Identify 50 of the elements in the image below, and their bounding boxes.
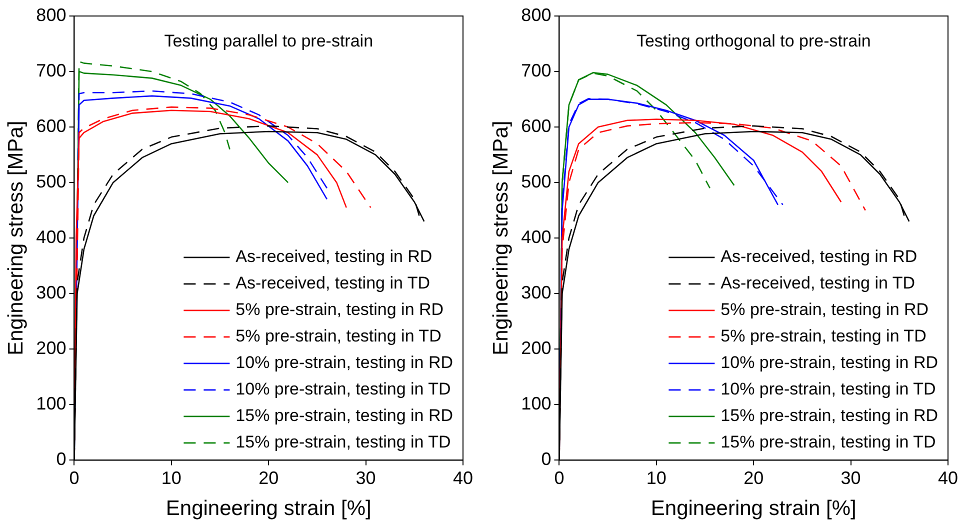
y-axis-title: Engineering stress [MPa] (4, 120, 28, 356)
x-tick-label: 30 (840, 468, 861, 488)
text: Testing parallel to pre-strain (164, 32, 374, 51)
legend-label: 15% pre-strain, testing in TD (236, 432, 451, 452)
y-tick-label: 600 (521, 116, 552, 136)
legend-label: 10% pre-strain, testing in TD (236, 380, 451, 399)
x-tick-label: 10 (161, 468, 182, 488)
x-axis-title: Engineering strain [%] (166, 497, 372, 520)
y-tick-label: 100 (521, 394, 552, 414)
x-tick-label: 40 (938, 468, 958, 488)
y-tick-label: 100 (36, 394, 66, 414)
x-tick-label: 40 (452, 468, 474, 488)
legend-label: 10% pre-strain, testing in RD (720, 353, 938, 372)
legend-label: 5% pre-strain, testing in TD (720, 326, 926, 346)
y-tick-label: 400 (36, 227, 66, 248)
y-tick-label: 400 (521, 227, 552, 248)
x-tick-label: 10 (646, 468, 666, 488)
legend-label: 15% pre-strain, testing in TD (720, 432, 936, 452)
y-tick-label: 200 (36, 338, 66, 358)
legend-label: 10% pre-strain, testing in TD (720, 380, 936, 399)
legend-label: 10% pre-strain, testing in RD (236, 353, 454, 372)
legend-label: 5% pre-strain, testing in RD (720, 300, 929, 320)
y-tick-label: 800 (36, 4, 66, 25)
y-tick-label: 500 (521, 172, 552, 192)
legend-label: 5% pre-strain, testing in TD (236, 326, 442, 346)
y-tick-label: 700 (36, 60, 66, 80)
y-tick-label: 200 (521, 338, 552, 358)
x-axis-title: Engineering strain [%] (650, 497, 856, 520)
y-tick-label: 800 (521, 4, 552, 25)
y-tick-label: 0 (541, 449, 552, 470)
legend-label: 15% pre-strain, testing in RD (236, 406, 454, 426)
x-tick-label: 20 (258, 468, 279, 488)
y-tick-label: 600 (36, 116, 66, 136)
legend-label: As-received, testing in RD (236, 247, 432, 266)
y-axis-title: Engineering stress [MPa] (489, 120, 512, 356)
y-tick-label: 300 (36, 282, 66, 303)
legend-label: As-received, testing in TD (236, 274, 430, 293)
legend-label: As-received, testing in RD (720, 247, 918, 266)
x-tick-label: 0 (69, 468, 80, 488)
x-tick-label: 30 (356, 468, 376, 488)
y-tick-label: 700 (521, 60, 552, 80)
y-tick-label: 300 (521, 282, 552, 303)
y-tick-label: 0 (56, 449, 66, 470)
text: Testing orthogonal to pre-strain (636, 32, 871, 51)
x-tick-label: 20 (744, 468, 764, 488)
y-tick-label: 500 (36, 172, 66, 192)
legend-label: 15% pre-strain, testing in RD (720, 406, 938, 426)
x-tick-label: 0 (554, 468, 564, 488)
legend-label: 5% pre-strain, testing in RD (236, 300, 444, 320)
legend-label: As-received, testing in TD (720, 274, 916, 293)
